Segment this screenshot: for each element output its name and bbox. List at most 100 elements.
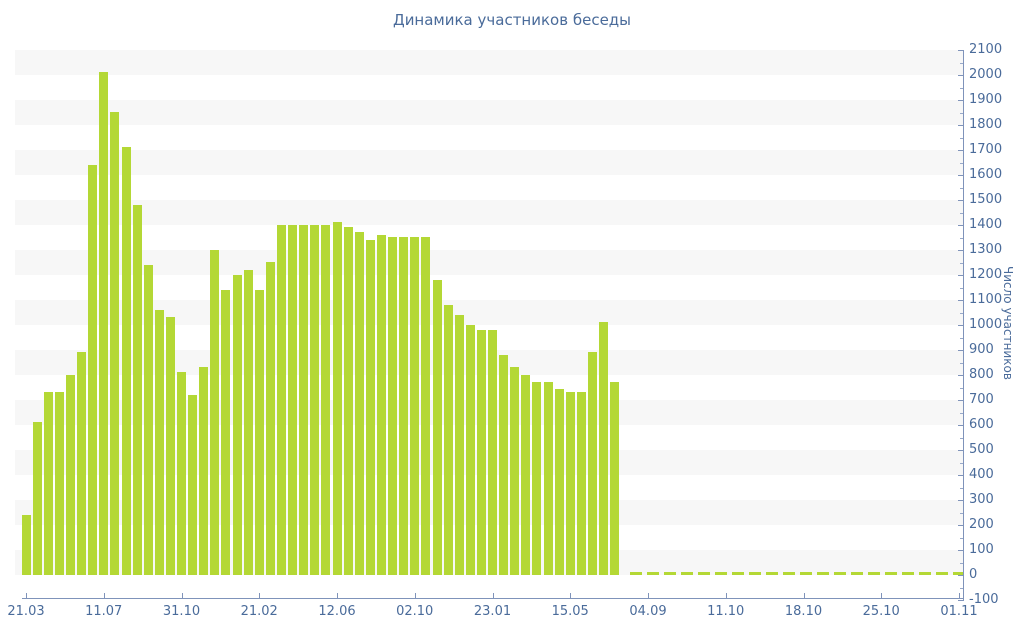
y-minor-tick <box>960 337 963 339</box>
bar[interactable] <box>454 315 464 575</box>
bar[interactable] <box>610 382 620 575</box>
x-tick-label: 11.10 <box>707 604 745 619</box>
bar[interactable] <box>310 225 320 575</box>
bar[interactable] <box>77 352 86 575</box>
bar[interactable] <box>599 322 609 575</box>
bar[interactable] <box>288 225 298 575</box>
bar[interactable] <box>110 112 120 575</box>
bar[interactable] <box>532 382 542 575</box>
x-tick-label: 01.11 <box>940 604 978 619</box>
y-tick <box>958 525 963 526</box>
bar[interactable] <box>443 305 453 575</box>
bar[interactable] <box>277 225 286 575</box>
bar[interactable] <box>321 225 331 575</box>
bar[interactable] <box>399 237 409 575</box>
bar[interactable] <box>410 237 420 575</box>
y-minor-tick <box>960 537 963 539</box>
y-tick-label: 1300 <box>969 242 1003 257</box>
y-minor-tick <box>960 412 963 414</box>
x-tick <box>648 593 649 599</box>
bar[interactable] <box>254 290 264 575</box>
bar[interactable] <box>476 330 486 575</box>
bar[interactable] <box>265 262 275 575</box>
bar[interactable] <box>177 372 186 575</box>
bar[interactable] <box>65 375 75 575</box>
x-tick <box>570 593 572 599</box>
y-tick-label: 1200 <box>969 267 1003 282</box>
y-tick <box>958 425 963 426</box>
bar[interactable] <box>332 222 342 575</box>
bar[interactable] <box>143 265 153 575</box>
bar[interactable] <box>54 392 64 575</box>
y-tick <box>958 350 963 351</box>
bar[interactable] <box>299 225 309 575</box>
bar[interactable] <box>343 227 353 575</box>
y-tick-label: 1900 <box>969 92 1003 107</box>
y-tick-label: 200 <box>969 517 994 532</box>
bar[interactable] <box>510 367 520 575</box>
bar[interactable] <box>132 205 142 575</box>
x-tick <box>959 593 960 599</box>
bar[interactable] <box>588 352 597 575</box>
bar[interactable] <box>465 325 475 575</box>
y-tick <box>958 500 963 501</box>
x-tick-label: 21.02 <box>240 604 278 619</box>
bar[interactable] <box>165 317 175 575</box>
bar[interactable] <box>576 392 586 575</box>
y-tick-label: 1100 <box>969 292 1003 307</box>
y-tick-label: 1800 <box>969 117 1003 132</box>
x-tick-label: 25.10 <box>862 604 900 619</box>
x-axis: 21.03 11.07 31.10 21.02 12.06 02.10 23.01 15.05… <box>7 593 978 628</box>
bar[interactable] <box>232 275 242 575</box>
bar[interactable] <box>221 290 231 575</box>
y-tick <box>958 150 963 151</box>
x-tick-label: 23.01 <box>473 604 512 619</box>
bar[interactable] <box>365 240 375 575</box>
bar[interactable] <box>554 389 564 575</box>
bar[interactable] <box>521 375 531 575</box>
y-tick <box>958 125 963 126</box>
y-minor-tick <box>960 462 963 464</box>
y-tick <box>958 400 963 401</box>
y-minor-tick <box>960 512 963 514</box>
x-tick-label: 02.10 <box>396 604 434 619</box>
x-tick-label: 18.10 <box>784 604 823 619</box>
bar[interactable] <box>32 422 42 575</box>
bar[interactable] <box>154 310 164 575</box>
bar[interactable] <box>376 235 386 575</box>
x-tick <box>881 593 883 599</box>
bar[interactable] <box>199 367 209 575</box>
y-tick-label: 400 <box>969 467 994 482</box>
bar[interactable] <box>121 147 131 575</box>
bar[interactable] <box>243 270 253 575</box>
x-tick <box>414 593 416 599</box>
bar[interactable] <box>565 392 575 575</box>
bar[interactable] <box>432 280 442 575</box>
bar[interactable] <box>21 515 31 575</box>
y-minor-tick <box>960 312 963 314</box>
bar[interactable] <box>543 382 553 575</box>
plot-area <box>15 50 963 600</box>
bar[interactable] <box>354 232 364 575</box>
y-minor-tick <box>960 187 963 189</box>
bar[interactable] <box>210 250 220 575</box>
bar[interactable] <box>188 395 198 575</box>
y-tick <box>958 575 963 576</box>
bar[interactable] <box>421 237 431 575</box>
y-minor-tick <box>960 62 963 64</box>
bar[interactable] <box>88 165 98 575</box>
y-tick-label: 1000 <box>969 317 1003 332</box>
bar[interactable] <box>488 330 497 575</box>
y-minor-tick <box>960 112 963 114</box>
bar[interactable] <box>388 237 397 575</box>
chart-title: Динамика участников беседы <box>392 11 632 29</box>
bar[interactable] <box>99 72 109 575</box>
y-minor-tick <box>960 387 963 389</box>
zero-dashed-line <box>630 572 963 575</box>
bar[interactable] <box>43 392 53 575</box>
x-tick <box>103 593 105 599</box>
y-axis: 2100 2000 1900 1800 1700 1600 1500 1400 1300 1200… <box>958 42 1024 607</box>
y-tick-label: 1400 <box>969 217 1003 232</box>
bar[interactable] <box>499 355 509 575</box>
x-tick <box>337 593 338 599</box>
